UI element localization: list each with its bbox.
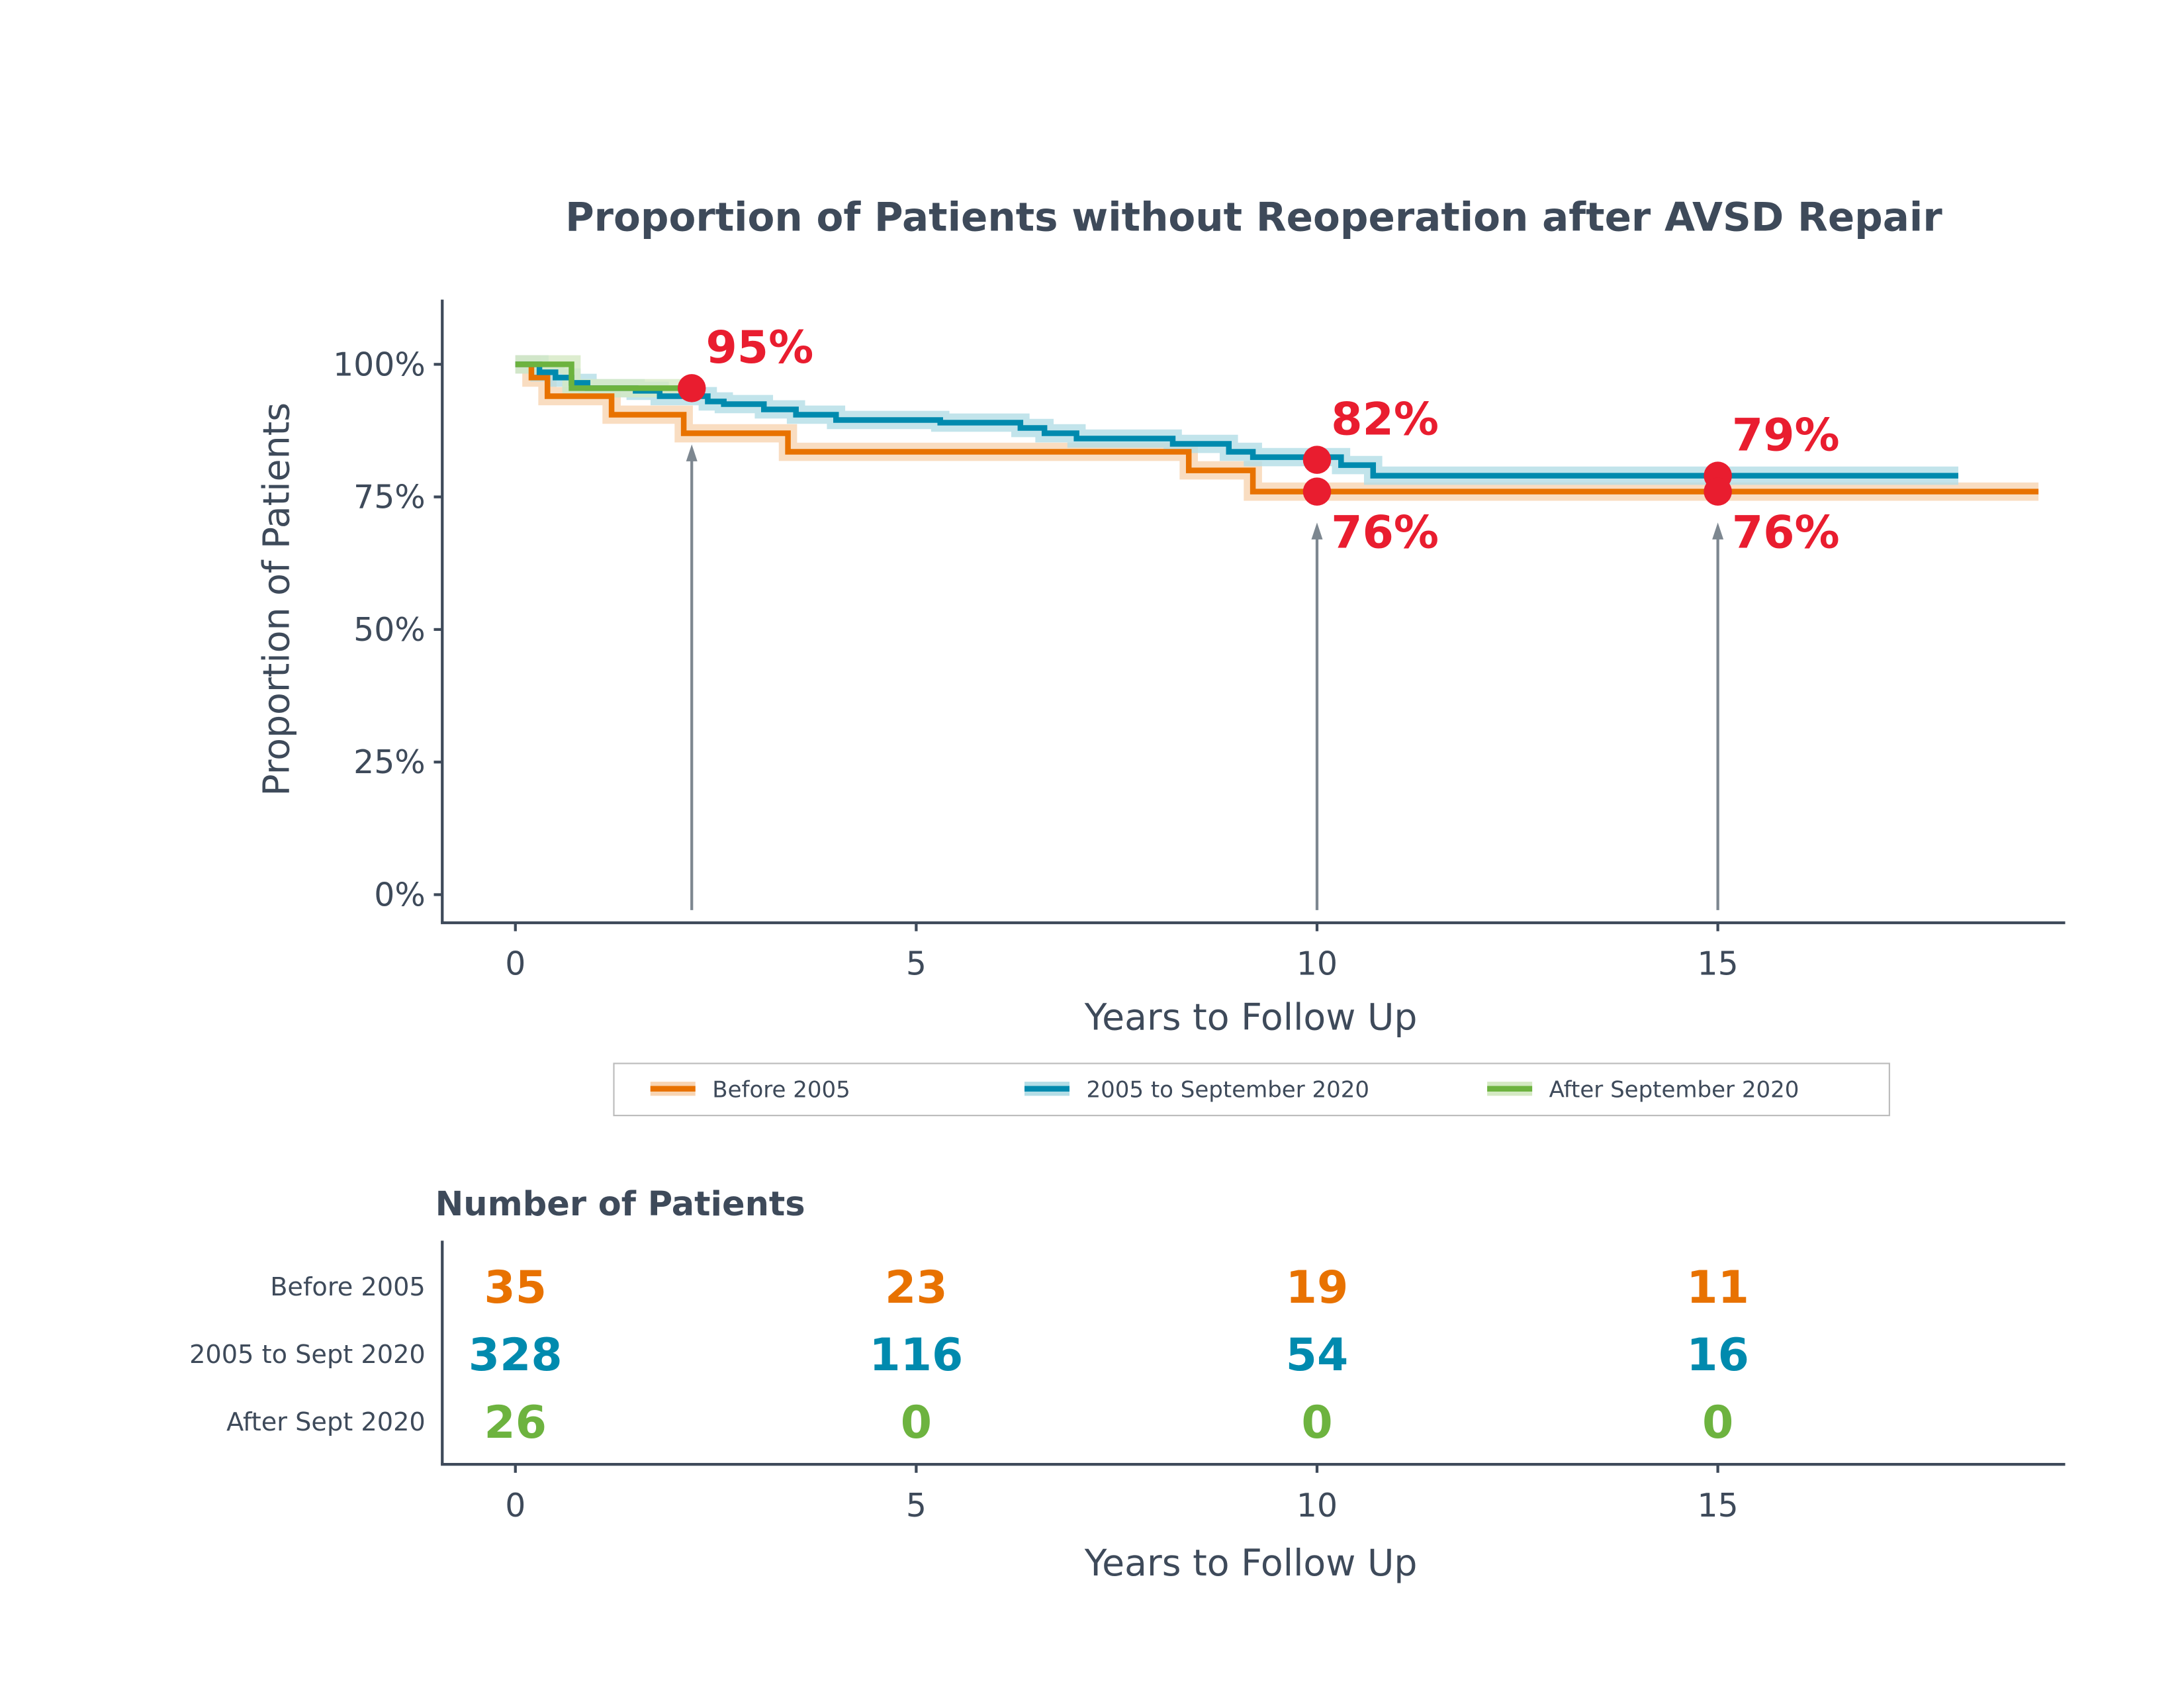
row-label: Before 2005 bbox=[270, 1272, 426, 1302]
chart-title: Proportion of Patients without Reoperati… bbox=[565, 195, 1942, 241]
annotation-label: 79% bbox=[1732, 409, 1840, 461]
patient-count: 11 bbox=[1686, 1262, 1749, 1314]
annotation-label: 76% bbox=[1732, 507, 1840, 559]
x-axis-label: Years to Follow Up bbox=[1084, 997, 1418, 1039]
annotation-arrowhead bbox=[686, 444, 698, 461]
x-tick-label: 15 bbox=[1698, 945, 1739, 983]
patient-count: 19 bbox=[1286, 1262, 1349, 1314]
legend: Before 2005 2005 to September 2020 After S… bbox=[613, 1062, 1890, 1117]
series-line-0 bbox=[515, 361, 2039, 494]
annotation-point bbox=[1302, 445, 1332, 474]
patient-count: 0 bbox=[901, 1397, 932, 1449]
x-tick-label: 0 bbox=[505, 945, 525, 983]
annotation-point bbox=[1704, 477, 1732, 506]
table-x-axis-label: Years to Follow Up bbox=[1084, 1542, 1418, 1585]
risk-table: Before 2005 35 23 19 11 2005 to Sept 2020 328 1… bbox=[189, 1241, 2066, 1524]
patient-count: 116 bbox=[869, 1329, 963, 1382]
row-label: 2005 to Sept 2020 bbox=[189, 1340, 426, 1370]
row-label: After Sept 2020 bbox=[226, 1407, 426, 1437]
table-x-tick-label: 10 bbox=[1297, 1487, 1338, 1524]
legend-label: After September 2020 bbox=[1549, 1077, 1799, 1103]
patient-count: 16 bbox=[1686, 1329, 1749, 1382]
table-x-tick-label: 0 bbox=[505, 1487, 525, 1524]
patient-count: 328 bbox=[469, 1329, 563, 1382]
y-tick-label: 25% bbox=[353, 743, 426, 781]
annotation-label: 82% bbox=[1331, 393, 1439, 445]
annotation-arrowhead bbox=[1311, 522, 1323, 539]
table-x-tick-label: 15 bbox=[1698, 1487, 1739, 1524]
y-axis-label: Proportion of Patients bbox=[256, 402, 298, 796]
patient-count: 54 bbox=[1286, 1329, 1349, 1382]
annotation-label: 95% bbox=[705, 322, 813, 374]
y-tick-label: 0% bbox=[374, 876, 426, 914]
y-tick-label: 50% bbox=[353, 611, 426, 649]
table-x-tick-label: 5 bbox=[906, 1487, 927, 1524]
x-tick-label: 5 bbox=[906, 945, 927, 983]
patient-count: 0 bbox=[1702, 1397, 1733, 1449]
plot-area: 0% 25% 50% 75% 100% 0 5 10 15 95% 82% 76% 79% 76% bbox=[333, 299, 2066, 983]
series-line-1 bbox=[515, 361, 1958, 479]
patient-count: 35 bbox=[484, 1262, 547, 1314]
y-tick-label: 100% bbox=[333, 346, 426, 383]
y-tick-label: 75% bbox=[353, 479, 426, 516]
table-title: Number of Patients bbox=[435, 1185, 805, 1224]
annotation-point bbox=[677, 374, 706, 402]
x-tick-label: 10 bbox=[1297, 945, 1338, 983]
patient-count: 26 bbox=[484, 1397, 547, 1449]
patient-count: 23 bbox=[885, 1262, 948, 1314]
legend-label: 2005 to September 2020 bbox=[1087, 1077, 1370, 1103]
legend-box bbox=[613, 1062, 1890, 1117]
patient-count: 0 bbox=[1301, 1397, 1332, 1449]
annotation-point bbox=[1302, 477, 1332, 506]
series-line-2 bbox=[515, 361, 692, 391]
annotation-arrowhead bbox=[1712, 522, 1724, 539]
annotation-label: 76% bbox=[1331, 507, 1439, 559]
legend-label: Before 2005 bbox=[712, 1077, 850, 1103]
